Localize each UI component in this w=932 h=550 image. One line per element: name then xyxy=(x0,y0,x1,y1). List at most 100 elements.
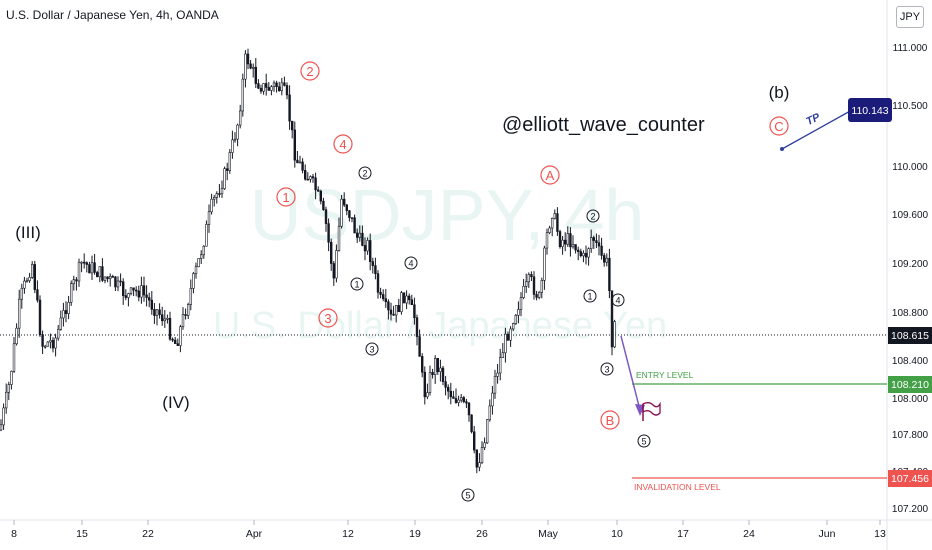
wave-label: 2 xyxy=(362,169,367,179)
candle-body xyxy=(311,176,315,179)
price-tag-entry[interactable]: 108.210 xyxy=(888,376,932,393)
candle-body xyxy=(569,233,572,248)
candle-body xyxy=(75,279,78,282)
candle-body xyxy=(64,310,68,314)
tp-line[interactable] xyxy=(781,109,853,150)
candle-body xyxy=(218,193,221,195)
candle-body xyxy=(7,384,11,393)
wave-label: 3 xyxy=(604,365,609,375)
candle-body xyxy=(537,292,541,298)
candle-body xyxy=(504,333,507,354)
candle-body xyxy=(584,252,588,258)
candle-body xyxy=(25,280,29,282)
candle-body xyxy=(114,276,117,288)
x-tick-label: Jun xyxy=(819,528,836,540)
candle-body xyxy=(106,276,109,279)
candle-body xyxy=(558,231,562,248)
candle-body xyxy=(324,209,328,224)
candle-body xyxy=(545,232,549,249)
candle-body xyxy=(249,63,252,69)
wave-label: 1 xyxy=(354,280,359,290)
wave-label: 3 xyxy=(324,311,331,326)
candle-body xyxy=(595,240,598,243)
wave-label: 4 xyxy=(408,259,413,269)
candle-body xyxy=(49,340,52,343)
candle-body xyxy=(441,367,445,382)
candle-body xyxy=(457,399,460,403)
candle-body xyxy=(210,198,213,213)
candle-body xyxy=(316,189,320,192)
candle-body xyxy=(67,302,70,314)
candle-body xyxy=(314,177,317,191)
candle-body xyxy=(345,204,348,211)
candle-body xyxy=(275,82,278,88)
y-tick-label: 109.200 xyxy=(892,259,929,270)
candle-body xyxy=(459,397,463,401)
candle-body xyxy=(420,356,424,373)
candle-body xyxy=(231,139,234,153)
candle-body xyxy=(246,53,250,65)
candle-body xyxy=(109,276,112,279)
candle-body xyxy=(148,297,151,301)
x-tick-label: 10 xyxy=(611,528,623,540)
candle-body xyxy=(319,190,322,202)
candle-body xyxy=(527,274,531,283)
candle-body xyxy=(197,258,200,267)
candle-body xyxy=(267,87,270,91)
candle-body xyxy=(101,266,104,281)
candle-body xyxy=(38,299,42,335)
wave-label-circle xyxy=(583,289,597,303)
wave-label: 1 xyxy=(587,292,592,302)
candle-body xyxy=(361,232,364,246)
candle-body xyxy=(137,290,140,298)
entry-level-label: ENTRY LEVEL xyxy=(636,370,694,380)
projection-arrow xyxy=(620,335,641,411)
wave-label-circle xyxy=(358,166,372,180)
candle-body xyxy=(428,372,432,393)
candle-body xyxy=(303,170,307,180)
candle-body xyxy=(496,372,499,377)
candle-body xyxy=(501,352,504,358)
candle-body xyxy=(166,317,169,320)
price-axis: 111.000 110.500 110.000 109.600 109.200 108.8… xyxy=(892,43,929,515)
y-tick-label: 111.000 xyxy=(893,43,928,54)
candle-body xyxy=(161,314,164,322)
wave-label-circle xyxy=(300,61,320,81)
candle-body xyxy=(223,168,226,189)
candle-body xyxy=(23,280,26,289)
wave-labels: (III) (IV) (b) 1 2 3 4 A B C 1 2 3 4 5 1 2 3 4 5 xyxy=(15,61,789,502)
candle-body xyxy=(371,261,374,266)
candle-body xyxy=(70,283,73,303)
candle-body xyxy=(155,309,159,316)
y-tick-label: 107.800 xyxy=(892,430,929,441)
candle-body xyxy=(485,419,489,444)
candle-body xyxy=(467,402,471,416)
candle-body xyxy=(571,244,575,248)
candle-body xyxy=(270,86,273,91)
candle-body xyxy=(189,288,192,305)
candle-body xyxy=(264,83,268,88)
price-tag-tp[interactable]: 110.143 xyxy=(848,98,892,122)
wave-label: C xyxy=(774,119,783,134)
candle-body xyxy=(592,237,596,241)
candle-body xyxy=(514,314,518,325)
price-tag-current[interactable]: 108.615 xyxy=(888,327,932,344)
candle-body xyxy=(376,273,380,293)
candle-body xyxy=(394,305,398,316)
candle-body xyxy=(288,94,291,122)
candle-body xyxy=(381,294,385,300)
candle-body xyxy=(283,82,286,86)
candle-body xyxy=(418,336,421,357)
price-tag-invalidation[interactable]: 107.456 xyxy=(888,470,932,487)
candle-body xyxy=(415,317,419,337)
currency-badge[interactable]: JPY xyxy=(896,6,924,28)
wave-label-circle xyxy=(540,165,560,185)
wave-label-circle xyxy=(600,362,614,376)
svg-text:110.143: 110.143 xyxy=(851,105,888,117)
candle-body xyxy=(498,357,502,374)
candle-body xyxy=(15,327,18,345)
candle-body xyxy=(540,280,544,293)
candle-body xyxy=(522,286,525,298)
candle-body xyxy=(543,247,546,281)
